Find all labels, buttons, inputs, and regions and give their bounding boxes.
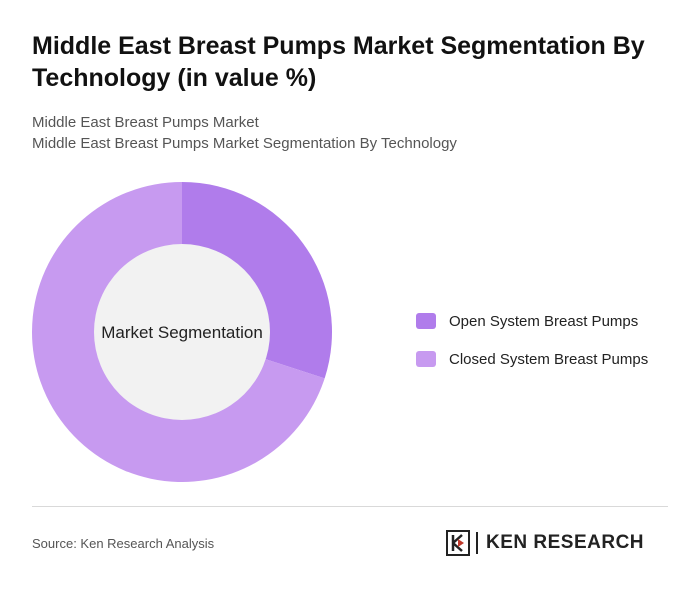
donut-center-label: Market Segmentation: [101, 323, 263, 342]
legend-item-closed-system: Closed System Breast Pumps: [416, 340, 648, 378]
subtitle-market: Middle East Breast Pumps Market: [32, 114, 259, 131]
legend-label-closed-system: Closed System Breast Pumps: [449, 350, 649, 368]
donut-hole: [94, 244, 270, 420]
chart-title: Middle East Breast Pumps Market Segmenta…: [32, 32, 645, 92]
source-note: Source: Ken Research Analysis: [32, 536, 215, 551]
logo-separator: [476, 532, 478, 554]
chart-legend: Open System Breast Pumps Closed System B…: [416, 302, 648, 378]
legend-item-open-system: Open System Breast Pumps: [416, 302, 648, 340]
logo-wordmark: KEN RESEARCH: [486, 532, 645, 553]
ken-research-logo-icon: [446, 530, 470, 556]
footer-divider: [32, 506, 668, 507]
ken-research-logo: KEN RESEARCH: [446, 530, 644, 556]
chart-subtitle: Middle East Breast Pumps Market Middle E…: [32, 112, 672, 154]
legend-label-open-system: Open System Breast Pumps: [449, 312, 639, 330]
legend-swatch-closed-system: [416, 351, 436, 367]
legend-swatch-open-system: [416, 313, 436, 329]
subtitle-segmentation: Middle East Breast Pumps Market Segmenta…: [32, 135, 457, 152]
